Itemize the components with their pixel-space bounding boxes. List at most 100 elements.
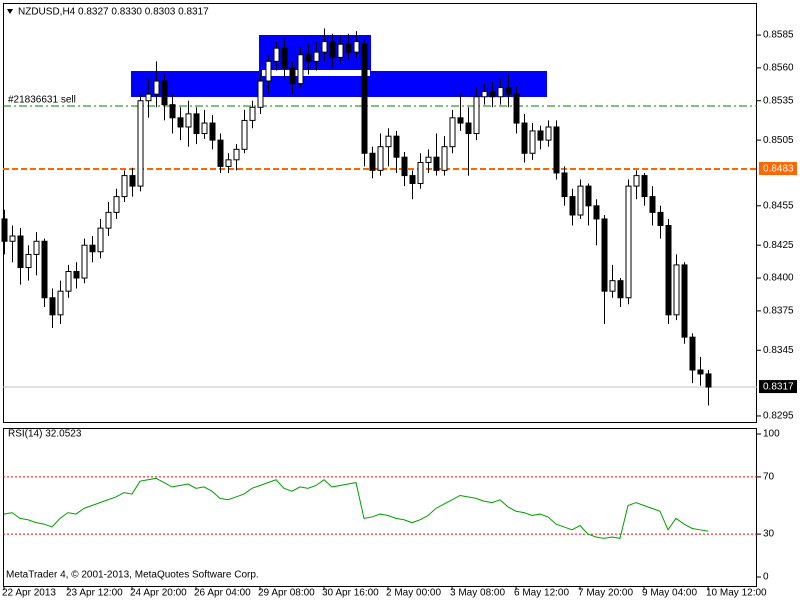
candle-body <box>145 93 152 102</box>
candle-body <box>177 117 184 128</box>
candle-body <box>49 297 56 316</box>
y-tick-label: 0.8375 <box>763 306 794 317</box>
candle-body <box>441 146 448 171</box>
x-tick-label: 22 Apr 2013 <box>2 588 56 599</box>
x-tick-label: 29 Apr 08:00 <box>258 588 315 599</box>
candle-body <box>633 175 640 187</box>
candle-body <box>321 41 328 53</box>
candle-body <box>33 240 40 255</box>
candle-body <box>681 264 688 338</box>
candle-body <box>233 148 240 161</box>
candle-body <box>209 122 216 141</box>
zone-marker <box>262 70 370 76</box>
candle-body <box>665 225 672 316</box>
candle-body <box>89 244 96 253</box>
candle-body <box>465 122 472 135</box>
y-tick-label: 0.8505 <box>763 135 794 146</box>
main-panel <box>3 3 757 423</box>
candle-body <box>329 41 336 58</box>
candle-body <box>585 185 592 207</box>
rsi-panel <box>3 428 757 587</box>
candle-body <box>137 100 144 187</box>
candle-body <box>161 80 168 106</box>
candle-body <box>561 172 568 198</box>
candle-body <box>353 41 360 53</box>
y-tick-label: 0.8535 <box>763 95 794 106</box>
candle-body <box>593 205 600 220</box>
candle-body <box>497 87 504 98</box>
candle-body <box>529 130 536 154</box>
candle-body <box>697 369 704 375</box>
candle-body <box>673 264 680 316</box>
candle-body <box>185 113 192 128</box>
candle-body <box>505 87 512 95</box>
candle-body <box>1 218 8 242</box>
y-tick-label: 0.8455 <box>763 200 794 211</box>
candle-body <box>657 211 664 227</box>
candle-body <box>97 227 104 253</box>
candle-body <box>513 93 520 124</box>
candle-body <box>689 336 696 371</box>
candle-body <box>105 211 112 229</box>
candle-body <box>553 126 560 174</box>
candle-body <box>121 175 128 198</box>
candle-body <box>17 235 24 269</box>
candle-body <box>385 135 392 148</box>
y-tick-label: 0.8560 <box>763 63 794 74</box>
candle-body <box>617 280 624 299</box>
x-tick-label: 2 May 00:00 <box>386 588 441 599</box>
level-label: 0.8483 <box>763 164 794 175</box>
candle-body <box>449 117 456 148</box>
candle-body <box>25 253 32 269</box>
rsi-line <box>3 477 709 539</box>
candle-body <box>545 126 552 141</box>
candle-body <box>289 67 296 85</box>
x-tick-label: 3 May 08:00 <box>450 588 505 599</box>
candle-body <box>345 43 352 53</box>
bid-label: 0.8317 <box>763 382 794 393</box>
candle-body <box>257 80 264 108</box>
candle-body <box>241 119 248 150</box>
candle-body <box>705 373 712 388</box>
candle-body <box>625 185 632 299</box>
candle-body <box>569 196 576 216</box>
candle-body <box>57 290 64 316</box>
rsi-tick-label: 100 <box>763 429 780 440</box>
candle-body <box>201 122 208 135</box>
level-box <box>759 162 797 176</box>
candle-body <box>609 280 616 292</box>
candle-body <box>457 117 464 124</box>
x-tick-label: 26 Apr 04:00 <box>194 588 251 599</box>
candle-body <box>577 185 584 216</box>
candle-body <box>193 113 200 135</box>
candle-body <box>313 51 320 62</box>
order-label: #21836631 sell <box>8 95 76 106</box>
y-tick-label: 0.8400 <box>763 273 794 284</box>
candle-body <box>65 270 72 292</box>
candle-body <box>489 91 496 98</box>
x-tick-label: 6 May 12:00 <box>514 588 569 599</box>
candle-body <box>417 161 424 184</box>
candle-body <box>217 139 224 167</box>
rsi-title: RSI(14) 32.0523 <box>8 429 82 440</box>
footer: MetaTrader 4, © 2001-2013, MetaQuotes So… <box>6 570 259 581</box>
candle-body <box>337 43 344 58</box>
candle-body <box>249 106 256 121</box>
x-tick-label: 23 Apr 12:00 <box>66 588 123 599</box>
candle-body <box>641 175 648 198</box>
candle-body <box>473 96 480 135</box>
y-tick-label: 0.8585 <box>763 30 794 41</box>
candle-body <box>369 152 376 171</box>
candle-body <box>153 80 160 95</box>
x-tick-label: 10 May 12:00 <box>706 588 767 599</box>
rsi-tick-label: 0 <box>763 572 769 583</box>
x-tick-label: 24 Apr 20:00 <box>130 588 187 599</box>
bid-box <box>759 380 797 394</box>
candle-body <box>601 218 608 292</box>
candle-body <box>481 91 488 98</box>
candle-body <box>265 60 272 82</box>
candle-body <box>377 146 384 171</box>
candle-body <box>521 122 528 154</box>
candle-body <box>401 156 408 177</box>
y-tick-label: 0.8425 <box>763 240 794 251</box>
